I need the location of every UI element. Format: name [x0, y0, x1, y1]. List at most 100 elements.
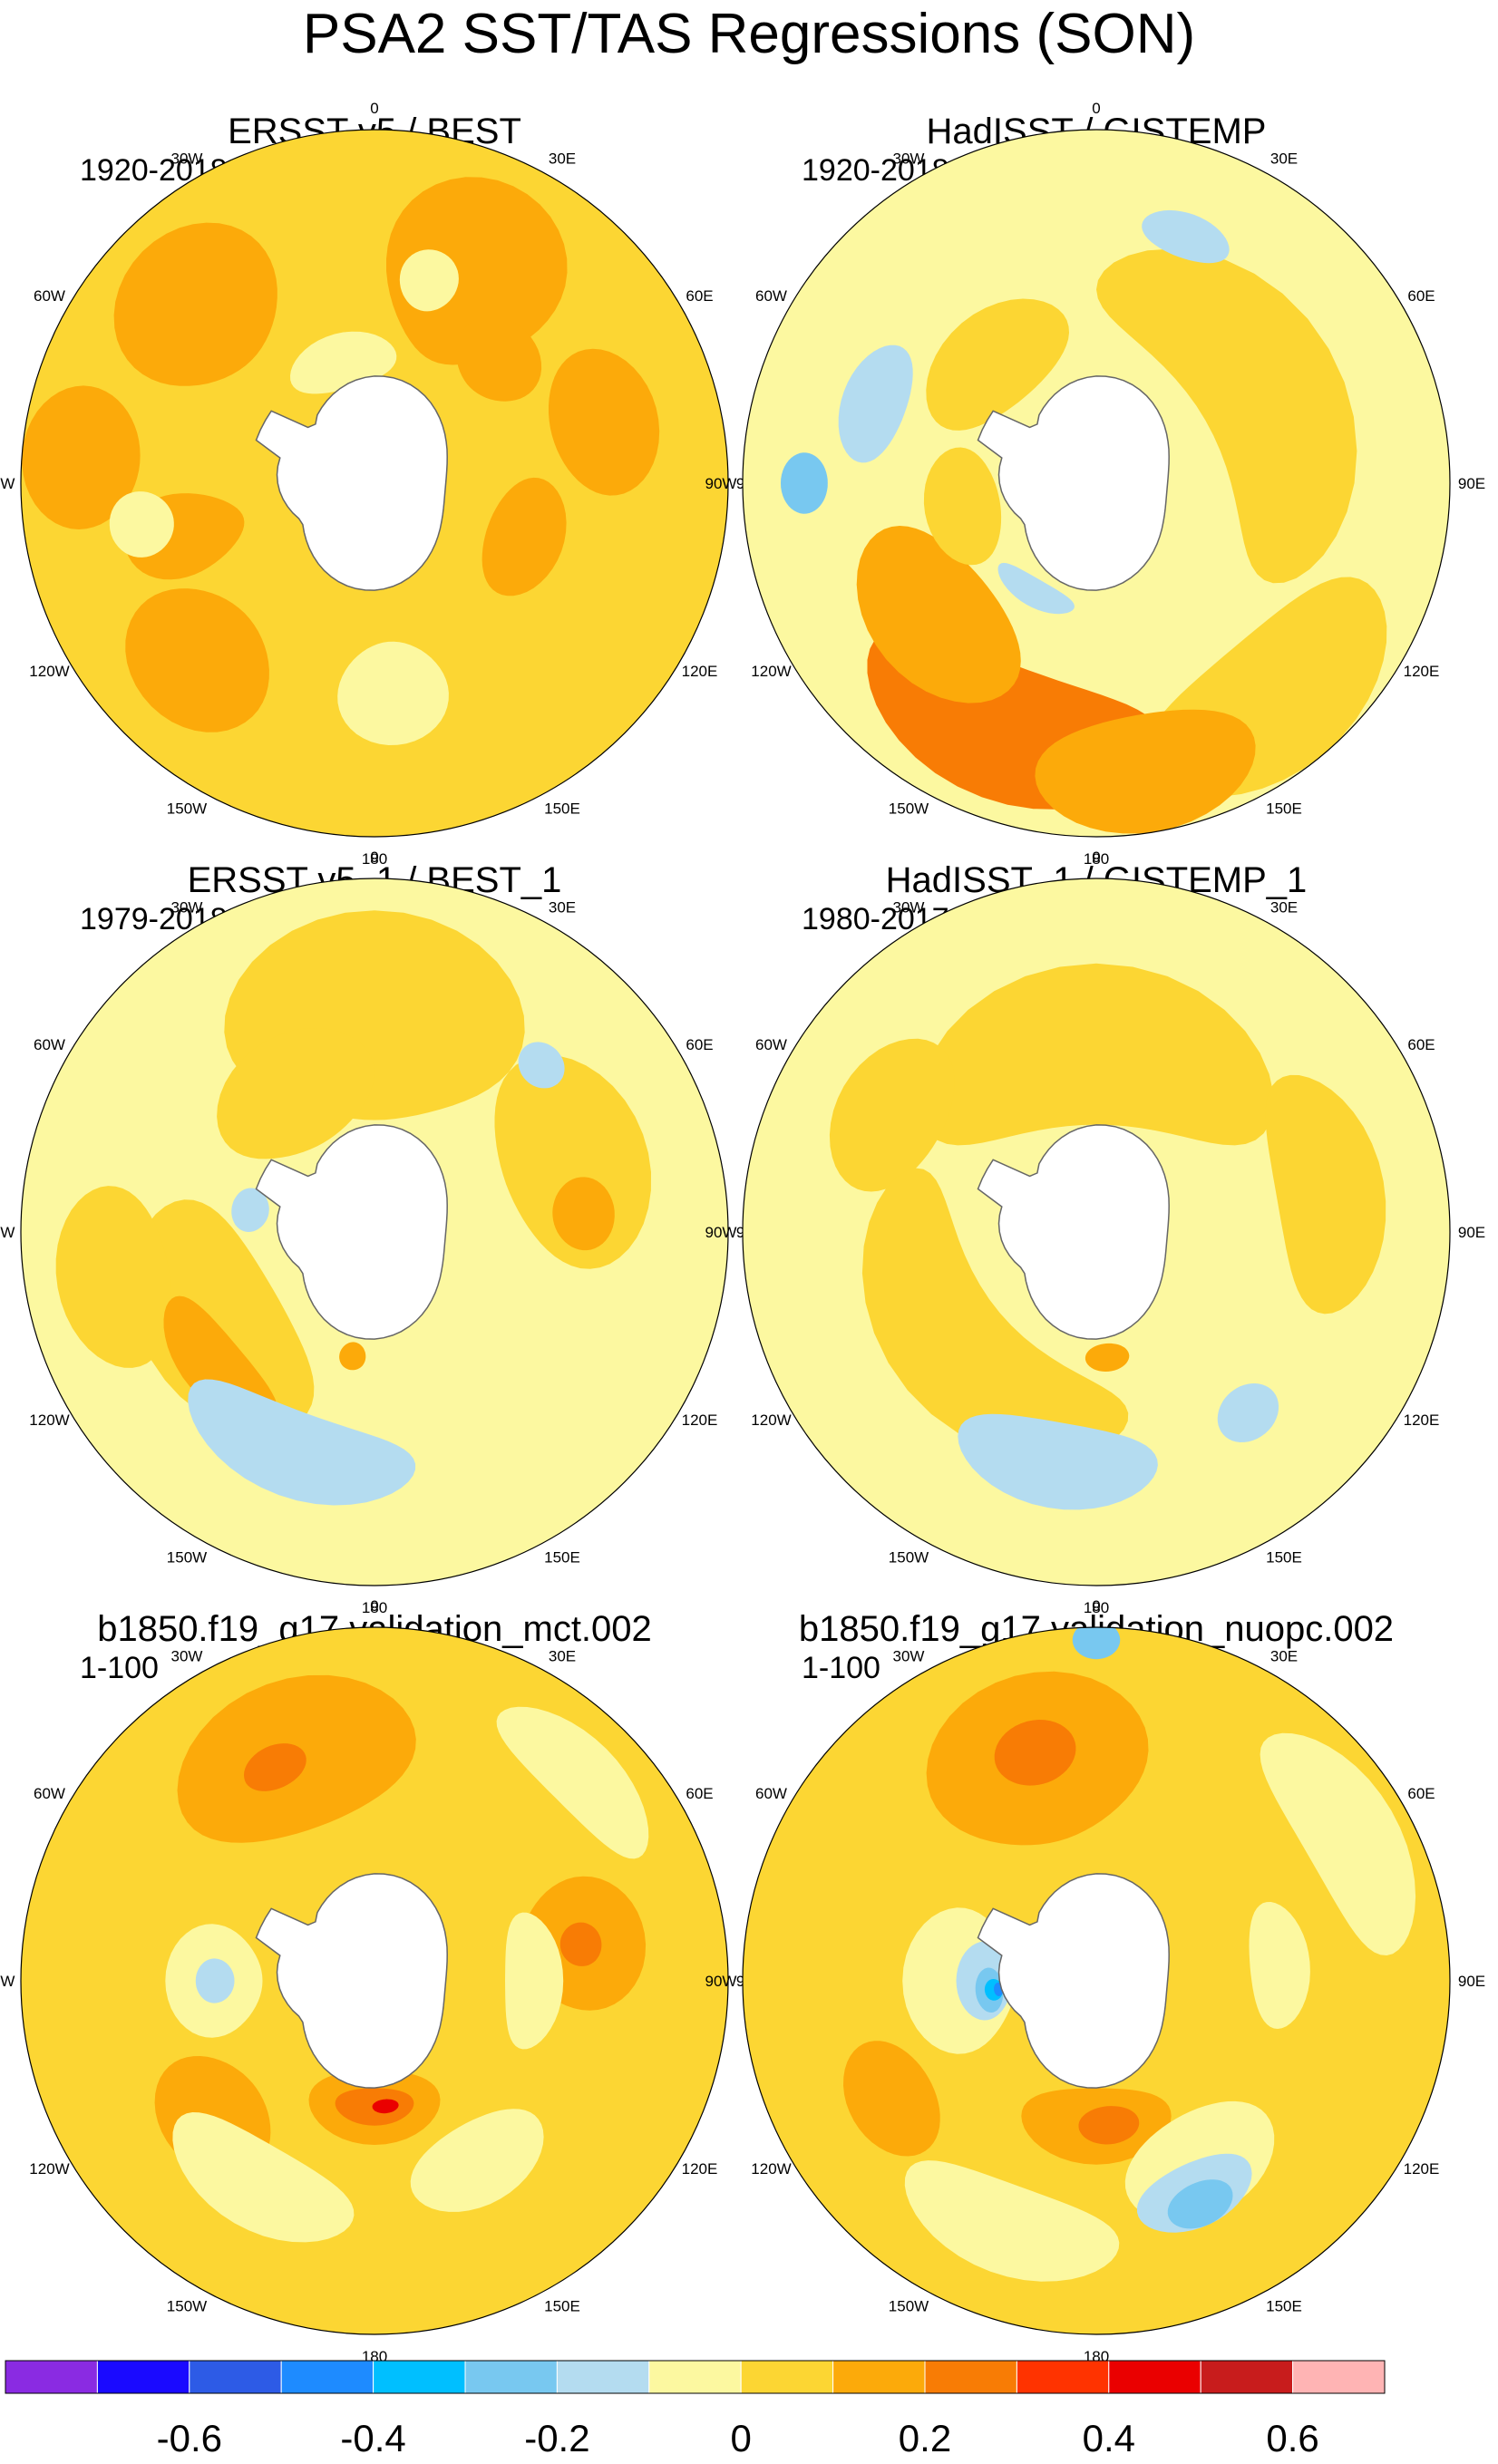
map-boundary — [742, 878, 1451, 1586]
regression-field — [21, 878, 728, 1586]
antarctica-coastline — [255, 1124, 448, 1340]
colorbar-bin — [648, 2360, 742, 2394]
colorbar-bin — [189, 2360, 282, 2394]
map-boundary — [20, 878, 729, 1586]
longitude-label: 180 — [1084, 1599, 1109, 1616]
colorbar-bin — [1200, 2360, 1294, 2394]
longitude-label: 180 — [362, 1599, 387, 1616]
regression-field — [743, 878, 1450, 1586]
longitude-label: 60W — [755, 1036, 787, 1053]
longitude-label: 60W — [34, 1785, 65, 1802]
longitude-label: 120E — [682, 2160, 718, 2178]
anomaly-region — [131, 1199, 315, 1433]
longitude-label: 30E — [549, 150, 576, 168]
anomaly-region — [55, 1186, 172, 1368]
longitude-label: 0 — [1092, 1597, 1100, 1615]
colorbar-frame — [5, 2360, 1386, 2394]
longitude-label: 30W — [171, 899, 203, 917]
longitude-label: 150W — [889, 1549, 929, 1567]
anomaly-region — [994, 1720, 1076, 1786]
longitude-label: 120W — [29, 1411, 69, 1429]
longitude-label: 150W — [889, 800, 929, 818]
longitude-label: 60W — [755, 287, 787, 305]
anomaly-region — [856, 526, 1021, 703]
colorbar-tick-label: 0 — [731, 2417, 752, 2459]
map-boundary — [742, 1626, 1451, 2335]
anomaly-region — [113, 222, 277, 386]
longitude-label: 90W — [705, 1973, 737, 1990]
antarctica-coastline — [977, 1124, 1170, 1340]
figure-title: PSA2 SST/TAS Regressions (SON) — [302, 3, 1196, 65]
longitude-label: 60W — [34, 287, 65, 305]
longitude-label: 150W — [167, 800, 207, 818]
anomaly-region — [386, 177, 568, 365]
anomaly-region — [958, 1413, 1158, 1510]
anomaly-region — [339, 1342, 366, 1371]
anomaly-region — [1072, 1627, 1121, 1660]
anomaly-region — [1249, 1902, 1310, 2029]
longitude-label: 120W — [751, 663, 791, 680]
anomaly-region — [997, 562, 1075, 615]
colorbar-bin — [96, 2360, 190, 2394]
colorbar-bin — [1292, 2360, 1386, 2394]
longitude-label: 30W — [893, 1648, 925, 1665]
anomaly-region — [1096, 248, 1357, 584]
anomaly-region — [838, 344, 913, 463]
anomaly-region — [904, 2160, 1120, 2282]
longitude-label: 90E — [1458, 1224, 1485, 1241]
colorbar-tick-label: 0.2 — [899, 2417, 951, 2459]
longitude-label: 30W — [893, 150, 925, 168]
map-panel-hadisst-gistemp-1: HadISST_1 / GISTEMP_1 1980-2017 030E60E9… — [705, 849, 1486, 1616]
longitude-label: 150E — [544, 800, 580, 818]
longitude-label: 60E — [686, 287, 713, 305]
longitude-label: 150W — [889, 2298, 929, 2315]
colorbar: -0.6 -0.4 -0.2 0 0.2 0.4 0.6 — [5, 2360, 1386, 2459]
anomaly-region — [125, 588, 269, 732]
longitude-label: 0 — [370, 849, 378, 866]
regression-field — [743, 130, 1450, 837]
anomaly-region — [1085, 1343, 1130, 1372]
anomaly-region — [372, 2099, 399, 2114]
anomaly-region — [482, 477, 567, 597]
anomaly-region — [919, 963, 1274, 1146]
anomaly-region — [195, 1958, 235, 2003]
anomaly-region — [188, 1379, 416, 1506]
panel-period: 1-100 — [80, 1651, 159, 1685]
anomaly-region — [217, 1028, 374, 1159]
longitude-label: 30E — [549, 899, 576, 917]
longitude-label: 150E — [544, 1549, 580, 1567]
anomaly-region — [1167, 2179, 1233, 2229]
longitude-label: 150E — [1266, 800, 1302, 818]
colorbar-tick-label: 0.6 — [1266, 2417, 1318, 2459]
longitude-label: 120E — [682, 663, 718, 680]
longitude-label: 0 — [1092, 849, 1100, 866]
longitude-label: 60W — [34, 1036, 65, 1053]
colorbar-bin — [1016, 2360, 1110, 2394]
antarctica-coastline — [255, 375, 448, 591]
anomaly-region — [1035, 709, 1256, 834]
longitude-label: 150W — [167, 2298, 207, 2315]
longitude-label: 60E — [686, 1036, 713, 1053]
anomaly-region — [926, 298, 1069, 431]
longitude-label: 180 — [1084, 850, 1109, 868]
anomaly-region — [244, 1743, 306, 1791]
longitude-label: 0 — [370, 100, 378, 117]
anomaly-region — [410, 2109, 544, 2212]
longitude-label: 30E — [1270, 899, 1298, 917]
longitude-label: 120W — [751, 2160, 791, 2178]
longitude-label: 180 — [362, 850, 387, 868]
anomaly-region — [518, 1042, 565, 1089]
longitude-label: 90W — [0, 475, 15, 492]
regression-field — [743, 1627, 1450, 2334]
anomaly-region — [781, 452, 828, 514]
anomaly-region — [829, 1038, 955, 1192]
colorbar-bin — [556, 2360, 650, 2394]
map-panel-validation-mct: b1850.f19_g17.validation_mct.002 1-100 0… — [0, 1597, 764, 2365]
longitude-label: 90W — [0, 1973, 15, 1990]
anomaly-region — [337, 641, 449, 745]
longitude-label: 30W — [893, 899, 925, 917]
longitude-label: 0 — [1092, 100, 1100, 117]
map-boundary — [742, 129, 1451, 838]
